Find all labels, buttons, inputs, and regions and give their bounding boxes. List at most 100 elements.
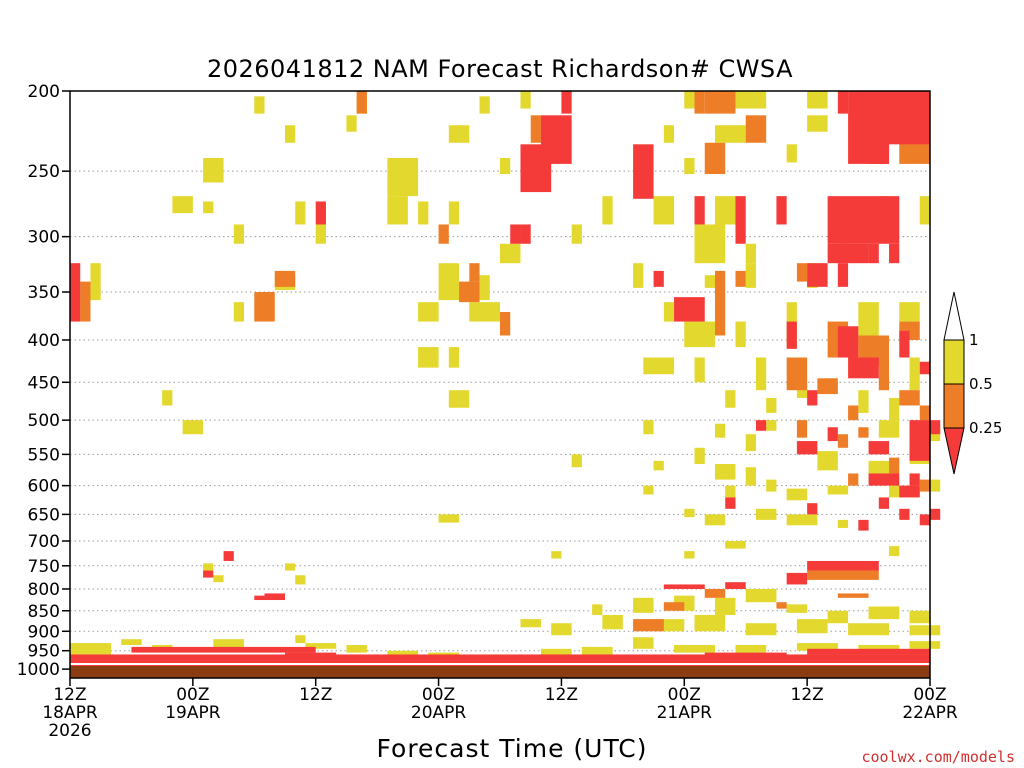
colorbar-label: 1: [969, 331, 979, 349]
colorbar-segment: [943, 383, 965, 429]
heatmap-cell: [418, 201, 429, 225]
heatmap-cell: [858, 91, 930, 145]
heatmap-cell: [643, 357, 675, 375]
y-tick-label: 800: [28, 580, 60, 600]
heatmap-cell: [745, 623, 777, 636]
heatmap-cell: [684, 91, 695, 109]
heatmap-cell: [827, 196, 900, 244]
heatmap-cell: [725, 541, 746, 549]
heatmap-cell: [909, 641, 941, 649]
heatmap-cell: [285, 125, 296, 143]
heatmap-cell: [387, 650, 419, 657]
heatmap-cell: [182, 420, 204, 435]
heatmap-cell: [725, 485, 736, 498]
heatmap-cell: [561, 91, 572, 114]
heatmap-cell: [315, 201, 326, 225]
heatmap-cell: [735, 270, 746, 287]
heatmap-cell: [694, 447, 705, 465]
heatmap-cell: [776, 196, 787, 225]
heatmap-cell: [520, 224, 531, 244]
heatmap-cell: [735, 91, 767, 109]
heatmap-cell: [479, 275, 490, 301]
heatmap-cell: [725, 582, 746, 589]
heatmap-cell: [653, 460, 664, 471]
heatmap-cell: [909, 610, 930, 624]
heatmap-cell: [776, 602, 787, 609]
heatmap-cell: [469, 263, 480, 282]
heatmap-cell: [551, 551, 562, 559]
heatmap-cell: [878, 420, 900, 438]
heatmap-cell: [704, 588, 726, 598]
heatmap-cell: [418, 302, 439, 322]
heatmap-cell: [510, 224, 521, 244]
heatmap-cell: [807, 648, 930, 655]
heatmap-cell: [571, 454, 582, 468]
heatmap-cell: [684, 321, 715, 348]
heatmap-cell: [735, 196, 746, 244]
heatmap-cell: [807, 560, 879, 571]
heatmap-cell: [807, 115, 828, 132]
y-tick-label: 950: [28, 642, 60, 662]
heatmap-cell: [653, 196, 675, 225]
heatmap-cell: [295, 575, 306, 585]
heatmap-cell: [448, 390, 470, 408]
heatmap-cell: [868, 473, 900, 486]
heatmap-cell: [305, 643, 337, 649]
heatmap-cell: [295, 635, 306, 644]
heatmap-cell: [837, 326, 859, 358]
heatmap-cell: [459, 281, 480, 303]
x-tick-label: 00Z: [668, 685, 701, 705]
heatmap-cell: [346, 644, 367, 653]
heatmap-cell: [418, 347, 439, 368]
heatmap-cell: [121, 639, 142, 645]
heatmap-cell: [694, 224, 726, 264]
x-tick-label: 00Z: [913, 685, 946, 705]
heatmap-cell: [725, 390, 736, 408]
heatmap-cell: [919, 196, 930, 225]
heatmap-cell: [837, 434, 849, 448]
x-tick-label: 12Z: [299, 685, 332, 705]
heatmap-cell: [674, 644, 715, 653]
x-tick-label: 2026: [48, 721, 91, 741]
heatmap-cell: [786, 488, 808, 501]
heatmap-cell: [766, 420, 777, 431]
y-tick-label: 400: [28, 331, 60, 351]
heatmap-cell: [725, 497, 736, 509]
heatmap-cell: [755, 508, 777, 520]
heatmap-cell: [704, 91, 736, 114]
heatmap-cell: [530, 654, 634, 661]
y-tick-label: 250: [28, 162, 60, 182]
heatmap-cell: [745, 434, 756, 452]
heatmap-cell: [500, 311, 511, 336]
heatmap-cell: [837, 519, 849, 528]
heatmap-cell: [203, 563, 214, 571]
heatmap-cell: [643, 485, 654, 495]
heatmap-cell: [715, 270, 726, 336]
heatmap-cell: [807, 570, 879, 580]
heatmap-cell: [766, 397, 777, 413]
x-tick-label: 12Z: [791, 685, 824, 705]
heatmap-cell: [889, 243, 900, 264]
heatmap-cell: [766, 479, 777, 492]
heatmap-cell: [715, 196, 736, 225]
heatmap-cell: [827, 485, 849, 495]
heatmap-cell: [868, 460, 890, 477]
heatmap-cell: [520, 91, 531, 109]
heatmap-cell: [930, 479, 941, 492]
heatmap-cell: [551, 623, 572, 636]
heatmap-cell: [254, 96, 265, 114]
heatmap-cell: [264, 593, 285, 601]
heatmap-cell: [796, 441, 818, 455]
heatmap-cell: [899, 485, 920, 498]
y-tick-label: 650: [28, 505, 60, 525]
heatmap-cell: [919, 514, 930, 526]
heatmap-cell: [213, 575, 224, 583]
heatmap-cell: [479, 96, 490, 114]
heatmap-cell: [899, 390, 920, 406]
y-tick-label: 450: [28, 373, 60, 393]
heatmap-cell: [868, 441, 890, 455]
heatmap-cell: [500, 243, 521, 264]
heatmap-cell: [786, 357, 808, 391]
heatmap-cell: [837, 91, 849, 114]
heatmap-cell: [889, 397, 900, 421]
